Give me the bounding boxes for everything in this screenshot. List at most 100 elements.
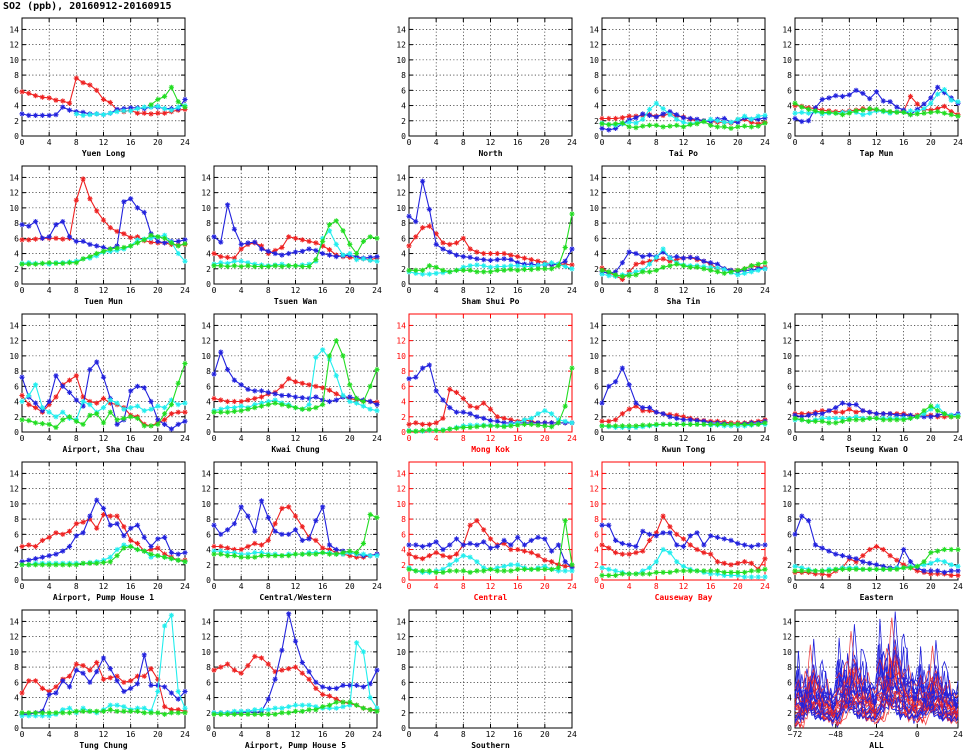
series-marker-red — [481, 527, 487, 533]
series-marker-green — [812, 568, 818, 574]
series-marker-red — [406, 421, 412, 427]
series-marker-cyan — [252, 550, 258, 556]
series-marker-green — [114, 553, 120, 559]
all-series-line — [835, 693, 877, 727]
series-marker-green — [887, 566, 893, 572]
series-marker-blue — [374, 667, 380, 673]
series-marker-green — [360, 705, 366, 711]
series-marker-green — [53, 260, 59, 266]
series-marker-green — [694, 421, 700, 427]
series-marker-blue — [252, 528, 258, 534]
series-marker-red — [626, 113, 632, 119]
series-marker-green — [53, 710, 59, 716]
series-marker-green — [94, 560, 100, 566]
series-marker-blue — [748, 543, 754, 550]
series-marker-blue — [26, 557, 32, 563]
series-marker-blue — [306, 536, 312, 542]
series-marker-green — [175, 710, 181, 716]
x-tick-label: 4 — [47, 286, 52, 295]
series-marker-green — [646, 422, 653, 428]
series-marker-red — [521, 255, 528, 261]
y-tick-label: 10 — [782, 56, 792, 65]
series-marker-blue — [701, 418, 707, 424]
series-marker-red — [853, 559, 859, 565]
station-label: Central/Western — [259, 593, 331, 602]
series-marker-red — [66, 673, 73, 679]
series-marker-green — [535, 422, 541, 428]
series-marker-blue — [653, 409, 659, 415]
series-marker-cyan — [542, 408, 548, 414]
series-marker-blue — [549, 420, 555, 426]
y-tick-label: 10 — [396, 352, 406, 361]
series-marker-green — [674, 421, 680, 427]
x-tick-label: 24 — [953, 434, 963, 443]
series-marker-green — [447, 426, 453, 432]
series-marker-red — [218, 543, 224, 550]
series-marker-green — [87, 708, 93, 714]
series-marker-red — [819, 571, 825, 577]
y-tick-label: 10 — [201, 648, 211, 657]
y-tick-label: 8 — [594, 515, 599, 524]
series-marker-cyan — [833, 415, 839, 421]
series-marker-green — [542, 566, 548, 572]
series-marker-blue — [162, 421, 168, 427]
x-tick-label: 20 — [926, 582, 936, 591]
series-marker-green — [94, 411, 100, 417]
series-marker-blue — [218, 349, 224, 355]
series-marker-blue — [935, 84, 941, 90]
series-marker-red — [406, 551, 412, 557]
series-marker-cyan — [121, 406, 127, 412]
series-marker-red — [313, 240, 319, 246]
series-marker-cyan — [134, 705, 141, 711]
series-marker-green — [633, 423, 639, 429]
series-marker-green — [39, 421, 45, 427]
series-marker-red — [914, 101, 920, 107]
series-marker-red — [606, 418, 612, 424]
series-marker-blue — [453, 536, 460, 542]
series-marker-green — [107, 707, 113, 713]
series-marker-green — [87, 560, 93, 566]
series-marker-blue — [134, 522, 141, 528]
series-marker-red — [148, 239, 154, 245]
series-marker-cyan — [360, 551, 366, 557]
series-marker-blue — [487, 545, 494, 551]
series-marker-red — [134, 234, 141, 240]
x-tick-label: 20 — [733, 138, 743, 147]
series-marker-green — [299, 406, 305, 412]
x-tick-label: 16 — [513, 730, 523, 739]
y-tick-label: 8 — [14, 219, 19, 228]
series-marker-green — [819, 109, 825, 115]
series-marker-red — [528, 550, 534, 556]
series-marker-blue — [225, 527, 231, 533]
y-tick-label: 14 — [9, 321, 19, 330]
y-tick-label: 12 — [782, 337, 792, 346]
series-marker-red — [306, 676, 312, 682]
series-marker-blue — [426, 362, 432, 368]
series-marker-green — [374, 235, 380, 241]
series-marker-blue — [440, 546, 446, 553]
series-marker-blue — [182, 550, 188, 556]
series-marker-red — [265, 537, 271, 543]
series-marker-red — [433, 550, 439, 556]
series-marker-green — [121, 415, 127, 421]
series-marker-cyan — [755, 113, 761, 119]
series-marker-cyan — [555, 568, 561, 574]
series-marker-blue — [653, 114, 659, 120]
series-marker-red — [39, 94, 45, 100]
series-marker-green — [100, 420, 107, 426]
series-marker-blue — [134, 205, 141, 211]
series-marker-cyan — [360, 403, 366, 409]
series-marker-green — [640, 571, 646, 577]
y-tick-label: 10 — [396, 56, 406, 65]
series-marker-green — [606, 572, 612, 578]
series-marker-green — [155, 553, 161, 559]
series-marker-green — [515, 267, 521, 273]
series-marker-cyan — [252, 707, 258, 713]
series-marker-green — [721, 270, 727, 276]
series-marker-cyan — [467, 554, 473, 560]
series-marker-red — [742, 559, 748, 565]
series-marker-red — [299, 380, 305, 386]
